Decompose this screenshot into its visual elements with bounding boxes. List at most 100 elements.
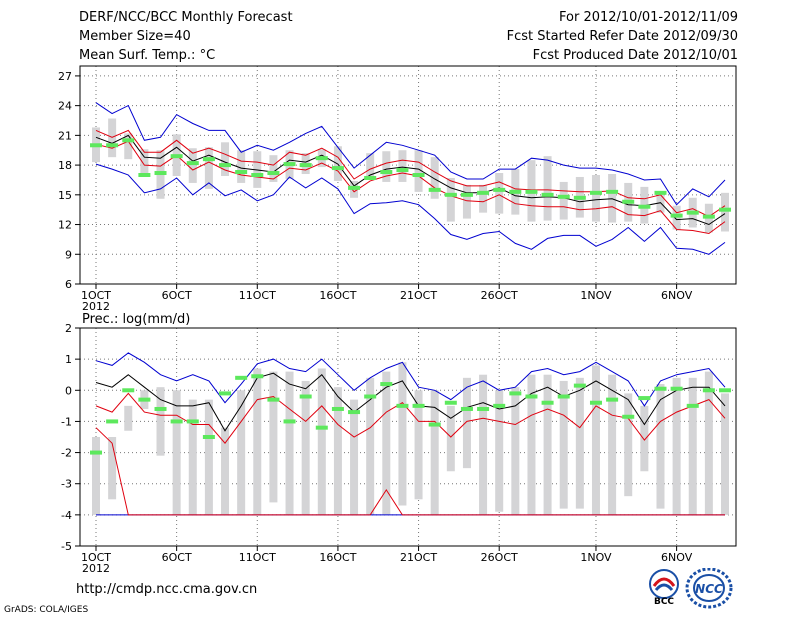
p1-obs-mark <box>235 170 248 175</box>
p2-box <box>462 377 471 469</box>
p2-box <box>269 371 278 503</box>
p2-xtick-label: 1OCT <box>81 551 111 564</box>
p1-obs-mark <box>686 210 699 215</box>
p1-box <box>543 156 552 221</box>
p2-obs-mark <box>493 403 506 408</box>
p2-obs-mark <box>170 419 183 424</box>
p1-obs-mark <box>315 156 328 161</box>
p1-obs-mark <box>219 163 232 168</box>
p2-box <box>688 377 697 515</box>
p2-box <box>656 384 665 509</box>
p2-xtick-label: 6NOV <box>661 551 693 564</box>
p1-xtick-label: 1OCT <box>81 289 111 302</box>
p1-box <box>414 150 423 192</box>
p2-red-lower-line <box>95 392 726 444</box>
p1-obs-mark <box>90 143 102 148</box>
p2-obs-mark <box>670 386 683 391</box>
p1-obs-mark <box>396 168 409 173</box>
p2-box <box>446 405 455 472</box>
p1-xtick-label: 6NOV <box>661 289 693 302</box>
p2-box <box>495 390 504 512</box>
p2-ytick-label: -4 <box>61 509 72 522</box>
p1-obs-mark <box>428 187 441 192</box>
p1-obs-mark <box>380 170 393 175</box>
p2-obs-mark <box>460 406 473 411</box>
p2-box <box>640 405 649 472</box>
p1-obs-mark <box>460 192 473 197</box>
p2-ytick-label: 2 <box>65 322 72 335</box>
p2-obs-mark <box>138 397 151 402</box>
p2-obs-mark <box>251 374 264 379</box>
p2-obs-mark <box>315 425 328 430</box>
p2-obs-mark <box>428 422 441 427</box>
p2-box <box>108 437 117 500</box>
source-url[interactable]: http://cmdp.ncc.cma.gov.cn <box>76 582 258 597</box>
p1-box <box>398 150 407 182</box>
p2-box <box>156 387 165 456</box>
forecast-period: For 2012/10/01-2012/11/09 <box>559 10 738 25</box>
p1-obs-mark <box>654 190 667 195</box>
p1-obs-mark <box>557 194 570 199</box>
p2-box <box>430 390 439 515</box>
p2-obs-mark <box>444 400 457 405</box>
p1-obs-mark <box>251 173 264 177</box>
p1-obs-mark <box>589 190 602 195</box>
p2-box <box>317 368 326 515</box>
p2-box <box>527 374 536 515</box>
p1-box <box>495 173 504 214</box>
p2-obs-mark <box>267 397 280 402</box>
p1-obs-mark <box>670 213 683 218</box>
p2-box <box>575 377 584 509</box>
p2-box <box>624 393 633 497</box>
p1-ensemble-mean-line <box>95 134 726 226</box>
p2-obs-mark <box>331 406 344 411</box>
p1-obs-mark <box>299 163 312 168</box>
p2-box <box>721 393 729 515</box>
p1-obs-mark <box>509 189 522 194</box>
p1-obs-mark <box>138 173 151 177</box>
p1-box <box>462 184 471 219</box>
p1-xtick-label: 16OCT <box>319 289 356 302</box>
p1-ytick-label: 15 <box>58 189 72 202</box>
p1-obs-mark <box>606 189 619 194</box>
p2-ytick-label: 1 <box>65 353 72 366</box>
p1-obs-mark <box>170 154 183 159</box>
p2-obs-mark <box>412 403 425 408</box>
p1-box <box>124 133 133 160</box>
p1-obs-mark <box>154 171 167 176</box>
p2-box <box>414 390 423 500</box>
p1-box <box>559 181 568 220</box>
p2-obs-mark <box>219 391 232 396</box>
p1-obs-mark <box>638 204 651 209</box>
p2-box <box>672 377 681 515</box>
p1-obs-mark <box>622 199 635 204</box>
p1-obs-mark <box>719 207 731 212</box>
p1-ytick-label: 27 <box>58 70 72 83</box>
ncc-logo: NCC <box>685 568 733 609</box>
p1-box <box>221 142 230 176</box>
p2-box <box>559 380 568 509</box>
p1-obs-mark <box>525 189 538 194</box>
p1-box <box>204 147 213 189</box>
p2-obs-mark <box>509 391 522 396</box>
p2-ytick-label: 0 <box>65 384 72 397</box>
p1-xtick-label: 21OCT <box>400 289 437 302</box>
p2-upper-bound-line <box>95 352 726 407</box>
p1-obs-mark <box>202 157 215 162</box>
p2-xtick-label: 26OCT <box>481 551 518 564</box>
p1-upper-bound-line <box>95 102 726 206</box>
p2-box <box>511 387 520 515</box>
p2-box <box>188 399 197 515</box>
p2-obs-mark <box>380 382 393 387</box>
p2-obs-mark <box>106 419 119 424</box>
p2-obs-mark <box>90 450 102 455</box>
p2-obs-mark <box>654 386 667 391</box>
p1-obs-mark <box>267 171 280 176</box>
p1-obs-mark <box>541 192 554 197</box>
p2-obs-mark <box>122 388 135 393</box>
p1-obs-mark <box>412 173 425 177</box>
precip-title: Prec.: log(mm/d) <box>82 312 190 327</box>
p1-ytick-label: 6 <box>65 278 72 291</box>
p1-box <box>140 149 149 175</box>
